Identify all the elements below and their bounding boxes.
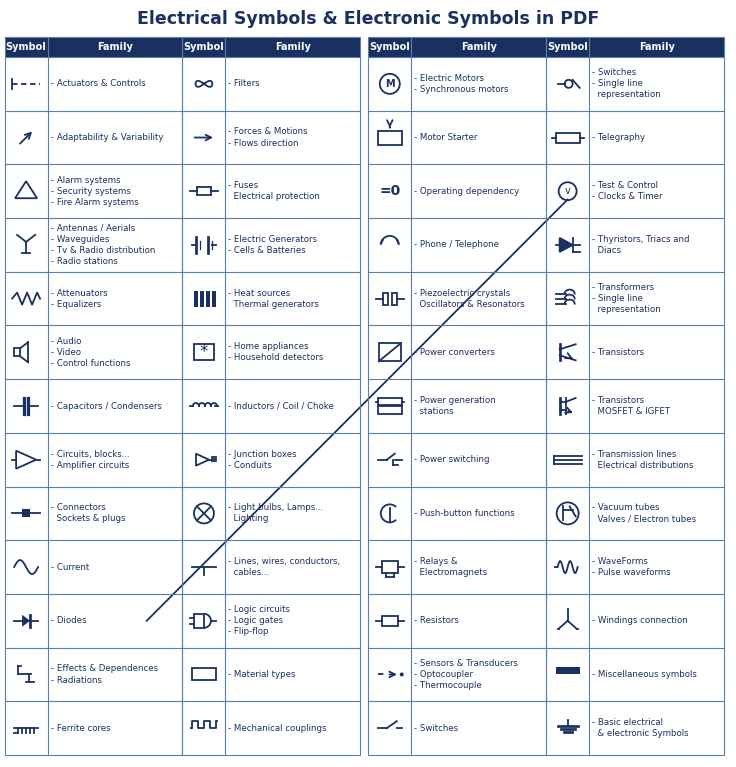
- Text: - Vacuum tubes
  Valves / Electron tubes: - Vacuum tubes Valves / Electron tubes: [592, 503, 696, 523]
- Text: - Motor Starter: - Motor Starter: [414, 133, 478, 142]
- Text: - Alarm systems
- Security systems
- Fire Alarm systems: - Alarm systems - Security systems - Fir…: [51, 176, 138, 207]
- Text: Family: Family: [639, 42, 674, 52]
- Text: Symbol: Symbol: [369, 42, 410, 52]
- Text: - Piezoelectric crystals
  Oscillators & Resonators: - Piezoelectric crystals Oscillators & R…: [414, 288, 525, 308]
- Text: - Transistors: - Transistors: [592, 347, 644, 357]
- Bar: [382, 616, 397, 626]
- Text: - Ferrite cores: - Ferrite cores: [51, 723, 110, 732]
- Text: - Audio
- Video
- Control functions: - Audio - Video - Control functions: [51, 337, 130, 368]
- Bar: [392, 293, 397, 304]
- Text: - WaveForms
- Pulse waveforms: - WaveForms - Pulse waveforms: [592, 557, 671, 577]
- Polygon shape: [22, 615, 30, 627]
- Text: - Circuits, blocks...
- Amplifier circuits: - Circuits, blocks... - Amplifier circui…: [51, 449, 130, 469]
- Bar: [194, 344, 214, 360]
- Bar: [378, 406, 402, 414]
- Text: - Electric Generators
- Cells & Batteries: - Electric Generators - Cells & Batterie…: [228, 235, 317, 255]
- Text: - Electric Motors
- Synchronous motors: - Electric Motors - Synchronous motors: [414, 74, 509, 94]
- Bar: [378, 398, 402, 405]
- Text: - Light bulbs, Lamps...
  Lighting: - Light bulbs, Lamps... Lighting: [228, 503, 324, 523]
- Bar: [4, 37, 183, 57]
- Text: Symbol: Symbol: [548, 42, 588, 52]
- Polygon shape: [559, 238, 573, 252]
- Bar: [197, 187, 211, 196]
- Text: - Mechanical couplings: - Mechanical couplings: [228, 723, 327, 732]
- Text: Family: Family: [275, 42, 311, 52]
- Bar: [378, 130, 402, 144]
- Bar: [546, 37, 724, 57]
- Text: - Switches: - Switches: [414, 723, 459, 732]
- Bar: [379, 344, 401, 361]
- Bar: [200, 291, 204, 307]
- Bar: [192, 669, 216, 680]
- Text: - Sensors & Transducers
- Optocoupler
- Thermocouple: - Sensors & Transducers - Optocoupler - …: [414, 659, 518, 690]
- Bar: [368, 37, 546, 755]
- Text: - Test & Control
- Clocks & Timer: - Test & Control - Clocks & Timer: [592, 181, 662, 201]
- Text: - Junction boxes
- Conduits: - Junction boxes - Conduits: [228, 449, 297, 469]
- Bar: [212, 291, 216, 307]
- Bar: [194, 291, 198, 307]
- Bar: [14, 348, 20, 357]
- Bar: [4, 37, 183, 755]
- Text: - Relays &
  Electromagnets: - Relays & Electromagnets: [414, 557, 487, 577]
- Text: - Phone / Telephone: - Phone / Telephone: [414, 240, 499, 249]
- Bar: [382, 561, 397, 573]
- Text: - Miscellaneous symbols: - Miscellaneous symbols: [592, 670, 697, 679]
- Text: - Adaptability & Variability: - Adaptability & Variability: [51, 133, 163, 142]
- Text: - Heat sources
  Thermal generators: - Heat sources Thermal generators: [228, 288, 319, 308]
- Text: - Attenuators
- Equalizers: - Attenuators - Equalizers: [51, 288, 107, 308]
- Text: - Home appliances
- Household detectors: - Home appliances - Household detectors: [228, 342, 324, 362]
- Text: =0: =0: [379, 184, 400, 198]
- Text: - Effects & Dependences
- Radiations: - Effects & Dependences - Radiations: [51, 664, 158, 684]
- Text: - Power generation
  stations: - Power generation stations: [414, 396, 496, 416]
- Text: - Fuses
  Electrical protection: - Fuses Electrical protection: [228, 181, 320, 201]
- Text: Family: Family: [97, 42, 133, 52]
- Text: - Transformers
- Single line
  representation: - Transformers - Single line representat…: [592, 283, 661, 314]
- Text: - Diodes: - Diodes: [51, 616, 86, 625]
- Text: - Current: - Current: [51, 562, 89, 571]
- Text: Symbol: Symbol: [6, 42, 46, 52]
- Text: Symbol: Symbol: [183, 42, 224, 52]
- Bar: [194, 614, 204, 627]
- Text: - Transmission lines
  Electrical distributions: - Transmission lines Electrical distribu…: [592, 449, 693, 469]
- Text: - Power switching: - Power switching: [414, 455, 489, 464]
- Bar: [183, 37, 361, 755]
- Bar: [556, 667, 580, 674]
- Text: - Filters: - Filters: [228, 79, 260, 88]
- Text: v: v: [565, 186, 570, 196]
- Text: - Capacitors / Condensers: - Capacitors / Condensers: [51, 401, 162, 410]
- Text: Electrical Symbols & Electronic Symbols in PDF: Electrical Symbols & Electronic Symbols …: [137, 10, 599, 28]
- Text: - Push-button functions: - Push-button functions: [414, 509, 515, 518]
- Text: - Connectors
  Sockets & plugs: - Connectors Sockets & plugs: [51, 503, 125, 523]
- Circle shape: [400, 673, 404, 676]
- Text: - Windings connection: - Windings connection: [592, 616, 688, 625]
- Text: - Forces & Motions
- Flows direction: - Forces & Motions - Flows direction: [228, 127, 308, 147]
- Bar: [22, 509, 30, 518]
- Bar: [183, 37, 361, 57]
- Text: - Transistors
  MOSFET & IGFET: - Transistors MOSFET & IGFET: [592, 396, 670, 416]
- Bar: [383, 293, 388, 304]
- Text: - Basic electrical
  & electronic Symbols: - Basic electrical & electronic Symbols: [592, 718, 689, 738]
- Text: M: M: [385, 79, 394, 89]
- Text: - Inductors / Coil / Choke: - Inductors / Coil / Choke: [228, 401, 334, 410]
- Bar: [368, 37, 546, 57]
- Text: *: *: [199, 344, 208, 361]
- Text: - Operating dependency: - Operating dependency: [414, 186, 520, 196]
- Text: - Thyristors, Triacs and
  Diacs: - Thyristors, Triacs and Diacs: [592, 235, 690, 255]
- Bar: [546, 37, 724, 755]
- Text: - Material types: - Material types: [228, 670, 296, 679]
- Text: - Switches
- Single line
  representation: - Switches - Single line representation: [592, 68, 661, 100]
- Text: - Power converters: - Power converters: [414, 347, 495, 357]
- Text: - Resistors: - Resistors: [414, 616, 459, 625]
- Text: Family: Family: [461, 42, 497, 52]
- Bar: [206, 291, 210, 307]
- Bar: [556, 133, 580, 143]
- Text: - Antennas / Aerials
- Waveguides
- Tv & Radio distribution
- Radio stations: - Antennas / Aerials - Waveguides - Tv &…: [51, 224, 155, 266]
- Text: - Lines, wires, conductors,
  cables...: - Lines, wires, conductors, cables...: [228, 557, 341, 577]
- Text: - Logic circuits
- Logic gates
- Flip-flop: - Logic circuits - Logic gates - Flip-fl…: [228, 605, 291, 637]
- Text: - Telegraphy: - Telegraphy: [592, 133, 645, 142]
- Text: - Actuators & Controls: - Actuators & Controls: [51, 79, 145, 88]
